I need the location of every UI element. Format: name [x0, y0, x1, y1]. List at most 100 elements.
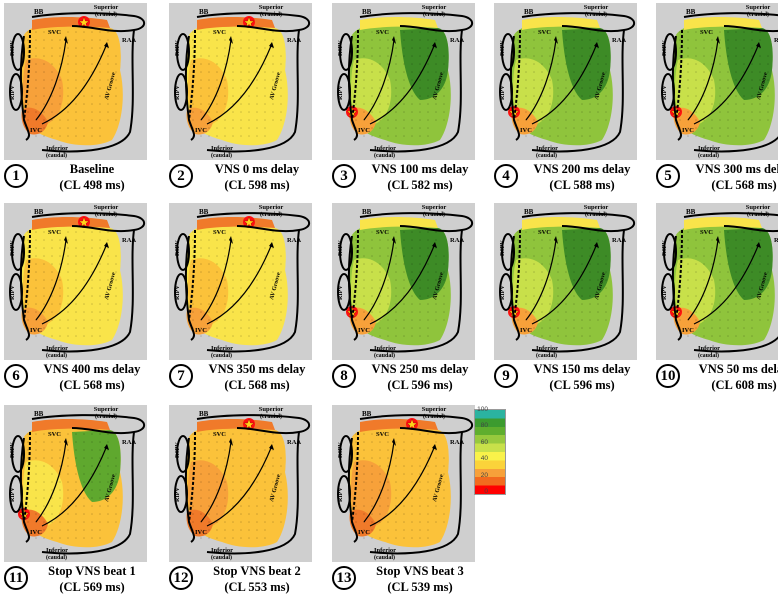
- rspv-outline: [11, 233, 25, 271]
- panel-caption: 2 VNS 0 ms delay (CL 598 ms): [167, 160, 317, 196]
- rspv-outline: [501, 233, 515, 271]
- label-rspv: RSPV: [175, 240, 181, 256]
- pacemaker-star-icon: [78, 16, 90, 28]
- label-superior: Superior: [746, 4, 771, 11]
- crista-dashed-line: [351, 29, 359, 121]
- bb-raa-outline: [31, 12, 146, 33]
- label-superior: Superior: [746, 204, 771, 211]
- panel-cycle-length-label: (CL 598 ms): [224, 178, 290, 192]
- label-inferior: Inferior: [211, 345, 233, 352]
- label-caudal: (caudal): [46, 554, 67, 561]
- panel-number-badge: 12: [169, 566, 193, 590]
- label-rspv: RSPV: [500, 240, 506, 256]
- panel-cycle-length-label: (CL 498 ms): [59, 178, 125, 192]
- crista-dashed-line: [23, 431, 31, 523]
- panel-condition-label: Baseline: [69, 162, 115, 176]
- propagation-arrow: [35, 239, 67, 321]
- tissue-region-mid: [22, 258, 64, 325]
- crista-dashed-line: [23, 229, 31, 321]
- label-superior: Superior: [259, 406, 284, 413]
- label-bb: BB: [34, 208, 44, 216]
- propagation-arrow: [200, 441, 232, 523]
- tissue-region-right: [400, 430, 449, 502]
- arrowhead-icon: [269, 242, 274, 248]
- label-superior: Superior: [422, 406, 447, 413]
- panel-number-badge: 8: [332, 364, 356, 388]
- label-superior: Superior: [94, 406, 119, 413]
- tissue-region-mid: [512, 258, 554, 325]
- bb-raa-outline: [683, 212, 778, 233]
- label-svc: SVC: [538, 229, 551, 236]
- label-ripv: RIPV: [662, 285, 668, 300]
- label-bb: BB: [362, 410, 372, 418]
- activation-map-panel-2: BB Superior (cranial) SVC RAA RSPV RIPV AV Groo…: [167, 0, 317, 195]
- propagation-arrow: [363, 39, 395, 121]
- label-inferior: Inferior: [374, 345, 396, 352]
- label-ivc: IVC: [195, 127, 207, 134]
- label-rspv: RSPV: [338, 442, 344, 458]
- propagation-arrow: [363, 441, 395, 523]
- panel-cycle-length-label: (CL 596 ms): [387, 378, 453, 392]
- bb-raa-outline: [196, 12, 311, 33]
- panel-number-badge: 3: [332, 164, 356, 188]
- label-ripv: RIPV: [10, 285, 16, 300]
- crista-dashed-line: [351, 229, 359, 321]
- propagation-arrow: [687, 239, 719, 321]
- rspv-outline: [501, 33, 515, 71]
- panel-number-badge: 2: [169, 164, 193, 188]
- panel-condition-label: VNS 400 ms delay: [43, 362, 141, 376]
- av-groove-outline: [369, 229, 463, 353]
- panel-caption: 7 VNS 350 ms delay (CL 568 ms): [167, 360, 317, 396]
- arrowhead-icon: [104, 444, 109, 450]
- label-superior: Superior: [94, 204, 119, 211]
- label-inferior: Inferior: [46, 345, 68, 352]
- av-groove-outline: [693, 336, 778, 353]
- tissue-region-right: [562, 28, 611, 100]
- label-caudal: (caudal): [46, 152, 67, 159]
- electrode-dots: [355, 231, 445, 337]
- tissue-region-right: [237, 430, 286, 502]
- label-cranial: (cranial): [585, 211, 607, 218]
- label-svc: SVC: [48, 431, 61, 438]
- panel-condition-label: VNS 0 ms delay: [214, 162, 300, 176]
- propagation-arrow: [531, 45, 597, 125]
- panel-cycle-length-label: (CL 568 ms): [224, 378, 290, 392]
- panel-cycle-length-label: (CL 569 ms): [59, 580, 125, 594]
- label-svc: SVC: [213, 229, 226, 236]
- label-rspv: RSPV: [10, 240, 16, 256]
- tissue-region-low: [21, 107, 48, 135]
- panel-caption: 5 VNS 300 ms delay (CL 568 ms): [654, 160, 778, 196]
- label-superior: Superior: [584, 204, 609, 211]
- panel-number-badge: 7: [169, 364, 193, 388]
- label-ripv: RIPV: [175, 85, 181, 100]
- arrowhead-icon: [64, 36, 68, 44]
- tissue-region-mid: [350, 58, 392, 125]
- tissue-region-right: [72, 228, 121, 300]
- av-groove-outline: [693, 136, 778, 153]
- rspv-outline: [339, 33, 353, 71]
- tissue-region-mid: [187, 58, 229, 125]
- panel-caption: 1 Baseline (CL 498 ms): [2, 160, 152, 196]
- crista-dashed-line: [513, 229, 521, 321]
- activation-map-panel-9: BB Superior (cranial) SVC RAA RSPV RIPV AV Groo…: [492, 200, 642, 395]
- label-ivc: IVC: [682, 327, 694, 334]
- label-ripv: RIPV: [175, 285, 181, 300]
- color-scale-tick-label: 80: [480, 422, 488, 430]
- label-svc: SVC: [700, 229, 713, 236]
- arrowhead-icon: [269, 42, 274, 48]
- tissue-region-mid: [187, 460, 229, 527]
- panel-number-badge: 5: [656, 164, 680, 188]
- tissue-region-mid: [22, 58, 64, 125]
- panel-condition-label: Stop VNS beat 1: [48, 564, 136, 578]
- arrowhead-icon: [432, 42, 437, 48]
- activation-map-panel-4: BB Superior (cranial) SVC RAA RSPV RIPV AV Groo…: [492, 0, 642, 195]
- tissue-region-mid: [512, 58, 554, 125]
- tissue-region-mid: [674, 58, 716, 125]
- label-superior: Superior: [422, 204, 447, 211]
- tissue-region-right: [400, 228, 449, 300]
